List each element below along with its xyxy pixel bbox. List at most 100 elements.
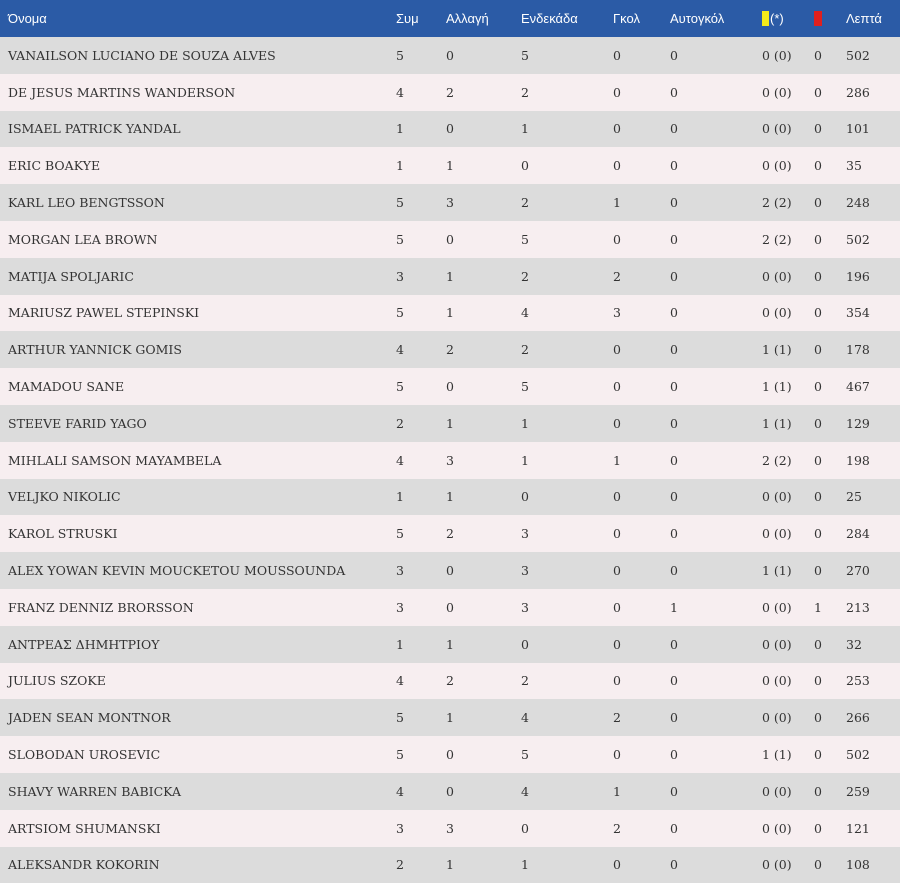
apps-cell: 4	[396, 783, 404, 799]
apps-cell: 5	[396, 47, 404, 63]
own-goals-cell: 0	[670, 452, 678, 468]
yellow-cards-cell: 0 (0)	[762, 636, 792, 652]
yellow-cards-cell: 0 (0)	[762, 47, 792, 63]
minutes-cell: 108	[846, 857, 870, 873]
yellow-cards-cell: 0 (0)	[762, 526, 792, 542]
red-cards-cell: 0	[814, 673, 822, 689]
goals-cell: 0	[613, 379, 621, 395]
col-own-goals-header[interactable]: Αυτογκόλ	[670, 11, 725, 26]
apps-cell: 4	[396, 452, 404, 468]
goals-cell: 2	[613, 268, 621, 284]
goals-cell: 0	[613, 857, 621, 873]
player-name-cell[interactable]: STEEVE FARID YAGO	[8, 415, 147, 431]
subs-cell: 2	[446, 673, 454, 689]
apps-cell: 3	[396, 820, 404, 836]
own-goals-cell: 0	[670, 563, 678, 579]
goals-cell: 0	[613, 415, 621, 431]
player-name-cell[interactable]: DE JESUS MARTINS WANDERSON	[8, 84, 236, 100]
player-name-cell[interactable]: FRANZ DENNIZ BRORSSON	[8, 599, 194, 615]
minutes-cell: 198	[846, 452, 870, 468]
own-goals-cell: 0	[670, 305, 678, 321]
col-yellow-cards-header[interactable]: (*)	[762, 0, 814, 37]
col-apps-header[interactable]: Συμ	[396, 11, 419, 26]
goals-cell: 0	[613, 158, 621, 174]
own-goals-cell: 0	[670, 84, 678, 100]
player-name-cell[interactable]: MAMADOU SANE	[8, 379, 125, 395]
player-name-cell[interactable]: MATIJA SPOLJARIC	[8, 268, 134, 284]
col-name-header[interactable]: Όνομα	[8, 11, 47, 26]
player-name-cell[interactable]: ISMAEL PATRICK YANDAL	[8, 121, 181, 137]
col-minutes-header[interactable]: Λεπτά	[846, 11, 882, 26]
own-goals-cell: 0	[670, 379, 678, 395]
minutes-cell: 502	[846, 47, 870, 63]
yellow-cards-cell: 1 (1)	[762, 379, 792, 395]
apps-cell: 1	[396, 636, 404, 652]
own-goals-cell: 0	[670, 489, 678, 505]
goals-cell: 2	[613, 710, 621, 726]
table-row: MATIJA SPOLJARIC 3 1 2 2 0 0 (0) 0 196	[0, 257, 900, 295]
apps-cell: 5	[396, 379, 404, 395]
starts-cell: 5	[521, 747, 529, 763]
table-row: KARL LEO BENGTSSON 5 3 2 1 0 2 (2) 0 248	[0, 184, 900, 221]
own-goals-cell: 0	[670, 526, 678, 542]
player-name-cell[interactable]: ALEKSANDR KOKORIN	[8, 857, 160, 873]
yellow-cards-cell: 0 (0)	[762, 599, 792, 615]
player-name-cell[interactable]: SLOBODAN UROSEVIC	[8, 747, 161, 763]
apps-cell: 5	[396, 231, 404, 247]
yellow-cards-cell: 0 (0)	[762, 268, 792, 284]
yellow-cards-cell: 0 (0)	[762, 783, 792, 799]
minutes-cell: 502	[846, 747, 870, 763]
own-goals-cell: 0	[670, 710, 678, 726]
player-name-cell[interactable]: ERIC BOAKYE	[8, 158, 101, 174]
apps-cell: 5	[396, 747, 404, 763]
player-name-cell[interactable]: ARTSIOM SHUMANSKI	[8, 820, 161, 836]
player-name-cell[interactable]: ALEX YOWAN KEVIN MOUCKETOU MOUSSOUNDA	[8, 563, 346, 579]
subs-cell: 2	[446, 84, 454, 100]
yellow-cards-cell: 0 (0)	[762, 710, 792, 726]
own-goals-cell: 0	[670, 268, 678, 284]
player-name-cell[interactable]: SHAVY WARREN BABICKA	[8, 783, 181, 799]
table-row: MAMADOU SANE 5 0 5 0 0 1 (1) 0 467	[0, 368, 900, 405]
player-name-cell[interactable]: JULIUS SZOKE	[8, 673, 106, 689]
yellow-cards-cell: 0 (0)	[762, 158, 792, 174]
col-goals-header[interactable]: Γκολ	[613, 11, 640, 26]
player-name-cell[interactable]: ΑΝΤΡΕΑΣ ΔΗΜΗΤΡΙΟΥ	[8, 636, 160, 652]
starts-cell: 4	[521, 305, 529, 321]
yellow-cards-cell: 0 (0)	[762, 820, 792, 836]
player-name-cell[interactable]: JADEN SEAN MONTNOR	[8, 710, 171, 726]
yellow-cards-cell: 0 (0)	[762, 305, 792, 321]
player-name-cell[interactable]: KAROL STRUSKI	[8, 526, 118, 542]
col-starts-header[interactable]: Ενδεκάδα	[521, 11, 578, 26]
own-goals-cell: 0	[670, 820, 678, 836]
own-goals-cell: 0	[670, 158, 678, 174]
player-name-cell[interactable]: VANAILSON LUCIANO DE SOUZA ALVES	[8, 47, 276, 63]
own-goals-cell: 0	[670, 231, 678, 247]
yellow-cards-cell: 0 (0)	[762, 84, 792, 100]
goals-cell: 0	[613, 47, 621, 63]
player-name-cell[interactable]: MARIUSZ PAWEL STEPINSKI	[8, 305, 200, 321]
starts-cell: 1	[521, 452, 529, 468]
yellow-cards-cell: 1 (1)	[762, 342, 792, 358]
table-header: Όνομα Συμ Αλλαγή Ενδεκάδα Γκολ Αυτογκόλ …	[0, 0, 900, 37]
goals-cell: 0	[613, 599, 621, 615]
goals-cell: 0	[613, 489, 621, 505]
minutes-cell: 178	[846, 342, 870, 358]
player-name-cell[interactable]: VELJKO NIKOLIC	[8, 489, 121, 505]
player-name-cell[interactable]: ARTHUR YANNICK GOMIS	[8, 342, 182, 358]
table-row: ARTHUR YANNICK GOMIS 4 2 2 0 0 1 (1) 0 178	[0, 331, 900, 369]
minutes-cell: 248	[846, 195, 870, 211]
starts-cell: 5	[521, 379, 529, 395]
col-red-cards-header[interactable]	[814, 0, 846, 37]
table-row: DE JESUS MARTINS WANDERSON 4 2 2 0 0 0 (0) 0 286	[0, 73, 900, 111]
player-name-cell[interactable]: MORGAN LEA BROWN	[8, 231, 158, 247]
col-subs-header[interactable]: Αλλαγή	[446, 11, 489, 26]
subs-cell: 1	[446, 710, 454, 726]
table-row: JULIUS SZOKE 4 2 2 0 0 0 (0) 0 253	[0, 662, 900, 700]
player-name-cell[interactable]: KARL LEO BENGTSSON	[8, 195, 165, 211]
apps-cell: 5	[396, 195, 404, 211]
player-name-cell[interactable]: MIHLALI SAMSON MAYAMBELA	[8, 452, 222, 468]
starts-cell: 0	[521, 820, 529, 836]
starts-cell: 3	[521, 563, 529, 579]
goals-cell: 0	[613, 342, 621, 358]
